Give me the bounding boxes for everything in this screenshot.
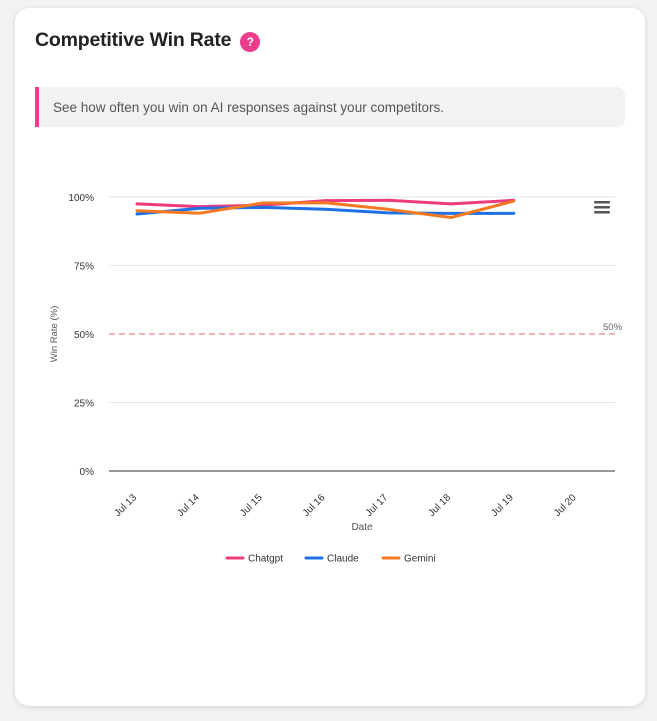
menu-icon-bar (594, 206, 610, 209)
win-rate-card: Competitive Win Rate ? See how often you… (15, 8, 645, 706)
hamburger-menu-icon[interactable] (594, 201, 610, 214)
y-tick-label: 50% (74, 330, 94, 341)
reference-line-label: 50% (603, 322, 623, 333)
x-tick-label: Jul 17 (364, 492, 391, 519)
y-axis-title: Win Rate (%) (49, 306, 60, 362)
x-tick-label: Jul 19 (489, 492, 516, 519)
x-tick-label: Jul 13 (112, 492, 139, 519)
series-line-gemini[interactable] (135, 199, 516, 219)
info-text: See how often you win on AI responses ag… (53, 99, 444, 115)
series-line-chatgpt[interactable] (135, 198, 516, 209)
x-tick-label: Jul 14 (175, 492, 202, 519)
x-tick-label: Jul 18 (426, 492, 453, 519)
series-line-claude[interactable] (135, 205, 516, 216)
x-axis-title: Date (351, 522, 373, 533)
legend-label-chatgpt[interactable]: Chatgpt (248, 554, 283, 565)
card-title: Competitive Win Rate (35, 29, 232, 51)
card-header: Competitive Win Rate ? (35, 29, 261, 52)
x-tick-label: Jul 15 (238, 492, 265, 519)
y-tick-label: 0% (80, 467, 95, 478)
x-tick-label: Jul 16 (301, 492, 328, 519)
legend-label-gemini[interactable]: Gemini (404, 554, 436, 565)
menu-icon-bar (594, 201, 610, 204)
info-banner: See how often you win on AI responses ag… (35, 87, 625, 127)
y-tick-label: 75% (74, 262, 94, 273)
help-icon[interactable]: ? (240, 32, 261, 52)
y-tick-label: 100% (68, 193, 94, 204)
y-tick-label: 25% (74, 399, 94, 410)
x-tick-label: Jul 20 (552, 492, 579, 519)
legend-label-claude[interactable]: Claude (327, 554, 359, 565)
menu-icon-bar (594, 211, 610, 214)
